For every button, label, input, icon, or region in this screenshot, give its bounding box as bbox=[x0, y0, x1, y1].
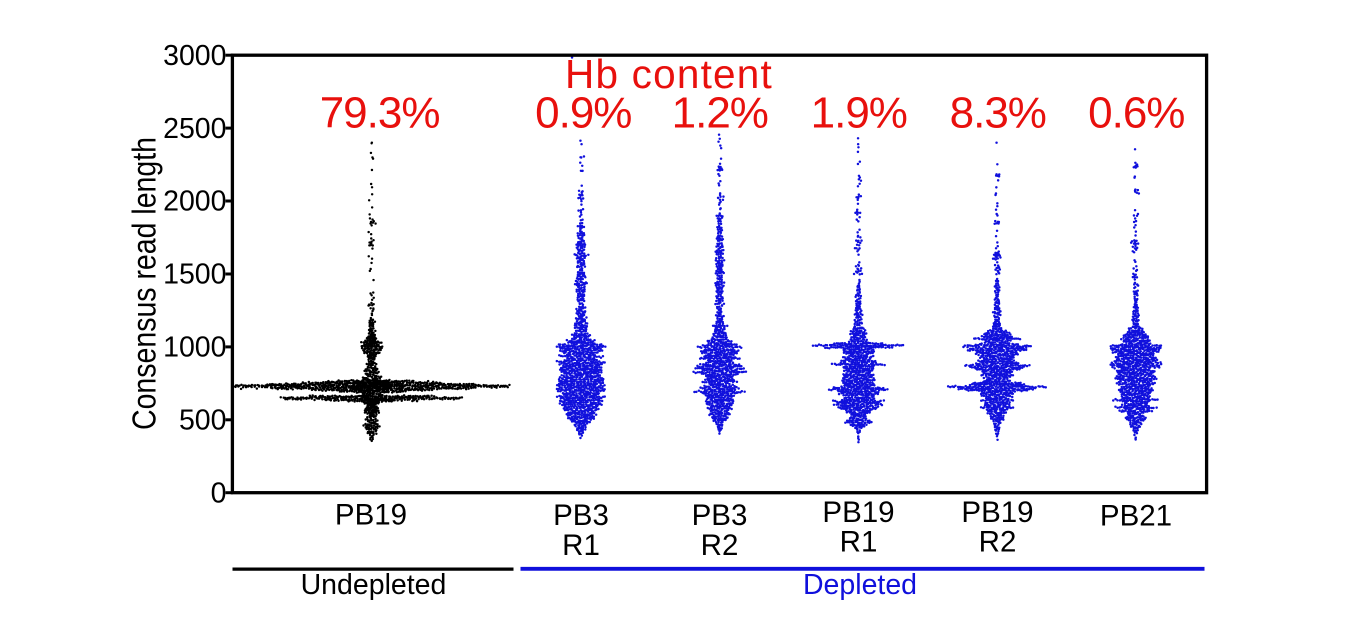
svg-text:Consensus read length: Consensus read length bbox=[125, 137, 163, 430]
svg-text:79.3%: 79.3% bbox=[320, 88, 440, 137]
svg-text:1500: 1500 bbox=[163, 259, 226, 291]
svg-text:Undepleted: Undepleted bbox=[301, 569, 447, 601]
svg-text:PB3: PB3 bbox=[553, 499, 609, 532]
svg-text:0: 0 bbox=[211, 477, 227, 509]
svg-text:R2: R2 bbox=[979, 526, 1017, 559]
svg-text:R1: R1 bbox=[562, 529, 600, 562]
svg-text:0.9%: 0.9% bbox=[535, 88, 631, 137]
svg-text:8.3%: 8.3% bbox=[950, 88, 1046, 137]
svg-text:Hb content: Hb content bbox=[565, 51, 773, 97]
svg-text:Depleted: Depleted bbox=[803, 569, 917, 601]
svg-text:3000: 3000 bbox=[163, 40, 226, 72]
svg-text:2500: 2500 bbox=[163, 113, 226, 145]
svg-text:PB21: PB21 bbox=[1100, 500, 1172, 533]
svg-text:1.9%: 1.9% bbox=[811, 88, 907, 137]
svg-text:1.2%: 1.2% bbox=[672, 88, 768, 137]
svg-text:0.6%: 0.6% bbox=[1088, 88, 1184, 137]
svg-text:2000: 2000 bbox=[163, 186, 226, 218]
svg-text:PB19: PB19 bbox=[822, 496, 894, 529]
svg-text:1000: 1000 bbox=[163, 332, 226, 364]
svg-text:PB19: PB19 bbox=[335, 499, 407, 532]
svg-text:PB19: PB19 bbox=[961, 496, 1033, 529]
svg-text:R1: R1 bbox=[840, 526, 878, 559]
svg-text:R2: R2 bbox=[701, 529, 739, 562]
svg-text:500: 500 bbox=[179, 405, 227, 437]
svg-text:PB3: PB3 bbox=[692, 499, 748, 532]
